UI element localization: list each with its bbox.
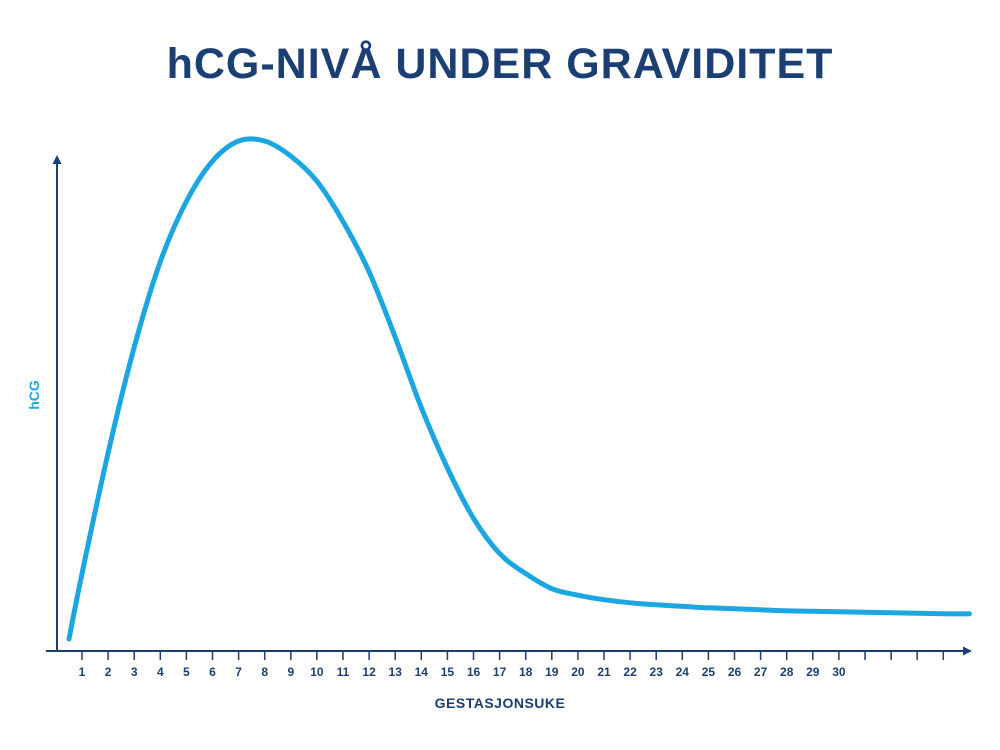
x-tick-label: 12: [362, 665, 376, 679]
x-tick-label: 8: [261, 665, 268, 679]
x-tick-label: 24: [676, 665, 690, 679]
x-tick-label: 3: [131, 665, 138, 679]
x-tick-label: 16: [467, 665, 481, 679]
x-tick-label: 29: [806, 665, 820, 679]
y-axis-title: hCG: [26, 380, 42, 410]
axes: [46, 155, 972, 656]
hcg-curve: [66, 136, 972, 642]
x-tick-labels: 1 2 3 4 5 6 7 8 9 10 11 12 13 14 15 16 17 18 19 20 21 22 23 24 2…: [79, 665, 846, 679]
x-tick-label: 15: [441, 665, 455, 679]
x-axis-arrow: [963, 646, 972, 656]
x-tick-label: 22: [623, 665, 637, 679]
x-tick-label: 13: [389, 665, 403, 679]
x-tick-label: 9: [287, 665, 294, 679]
x-tick-label: 1: [79, 665, 86, 679]
x-tick-label: 17: [493, 665, 507, 679]
x-tick-label: 2: [105, 665, 112, 679]
x-tick-label: 19: [545, 665, 559, 679]
x-tick-label: 28: [780, 665, 794, 679]
x-tick-label: 20: [571, 665, 585, 679]
x-tick-label: 10: [310, 665, 324, 679]
x-axis-title: GESTASJONSUKE: [435, 695, 566, 711]
x-tick-label: 4: [157, 665, 164, 679]
x-ticks: [81, 651, 945, 660]
x-tick-label: 26: [728, 665, 742, 679]
x-tick-label: 7: [235, 665, 242, 679]
x-tick-label: 23: [650, 665, 664, 679]
x-tick-label: 30: [832, 665, 846, 679]
x-tick-label: 21: [597, 665, 611, 679]
chart-title: hCG-NIVÅ UNDER GRAVIDITET: [166, 40, 834, 88]
x-tick-label: 27: [754, 665, 768, 679]
x-tick-label: 6: [209, 665, 216, 679]
x-tick-label: 14: [415, 665, 429, 679]
x-tick-label: 25: [702, 665, 716, 679]
x-tick-label: 11: [337, 665, 350, 679]
y-axis-arrow: [52, 155, 62, 164]
x-tick-label: 5: [183, 665, 190, 679]
x-tick-label: 18: [519, 665, 533, 679]
